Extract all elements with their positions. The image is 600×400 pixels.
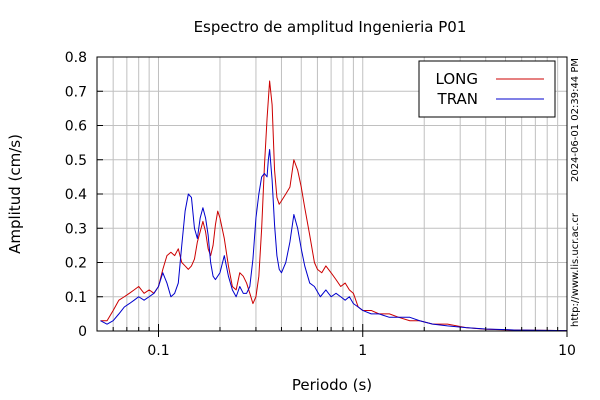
legend-label-long: LONG	[436, 70, 478, 88]
y-tick-label: 0.5	[65, 153, 87, 169]
x-tick-label: 1	[358, 343, 367, 359]
chart-title: Espectro de amplitud Ingenieria P01	[194, 18, 467, 36]
y-tick-label: 0.2	[65, 256, 87, 272]
timestamp-annotation: 2024-06-01 02:39:44 PM	[570, 58, 581, 182]
y-tick-label: 0.6	[65, 119, 87, 135]
legend: LONG TRAN	[418, 60, 556, 118]
y-tick-label: 0.7	[65, 84, 87, 100]
y-tick-label: 0.1	[65, 290, 87, 306]
series-line-long	[100, 80, 568, 332]
axis-ticks: 0 0.1 0.2 0.3 0.4 0.5 0.6 0.7 0.8 0.1 1 10	[65, 50, 576, 359]
legend-label-tran: TRAN	[437, 90, 478, 108]
y-tick-label: 0.8	[65, 50, 87, 66]
x-tick-label: 0.1	[147, 343, 169, 359]
x-tick-label: 10	[558, 343, 576, 359]
series-line-tran	[100, 148, 568, 332]
y-tick-label: 0.3	[65, 221, 87, 237]
grid-lines	[96, 56, 567, 332]
y-axis-label: Amplitud (cm/s)	[6, 134, 24, 254]
y-tick-label: 0.4	[65, 187, 87, 203]
series-layer	[100, 80, 568, 332]
x-axis-label: Periodo (s)	[292, 376, 372, 394]
url-annotation: http://www.lis.ucr.ac.cr	[570, 212, 581, 327]
legend-box	[418, 60, 556, 118]
y-tick-label: 0	[78, 324, 87, 340]
